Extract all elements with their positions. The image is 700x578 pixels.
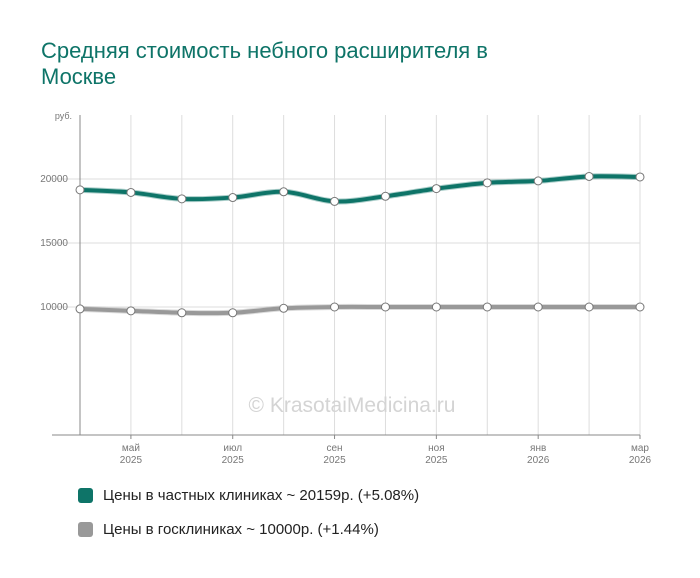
data-point-series0-4: [279, 187, 289, 197]
y-axis-unit-label: руб.: [55, 111, 72, 121]
data-point-series1-4: [279, 303, 289, 313]
x-tick-label-month: июл: [223, 443, 242, 454]
x-tick-label-month: ноя: [428, 443, 445, 454]
data-point-series1-3: [228, 308, 238, 318]
data-point-series0-5: [330, 196, 340, 206]
data-point-series1-0: [75, 304, 85, 314]
watermark: © KrasotaiMedicina.ru: [249, 394, 456, 417]
legend-item-private[interactable]: Цены в частных клиниках ~ 20159р. (+5.08…: [78, 485, 419, 505]
x-tick-label-year: 2025: [222, 455, 245, 466]
legend-item-public[interactable]: Цены в госклиниках ~ 10000р. (+1.44%): [78, 519, 419, 539]
x-tick-label-month: янв: [530, 443, 546, 454]
x-tick-label-year: 2026: [527, 455, 550, 466]
chart-title: Средняя стоимость небного расширителя в …: [41, 38, 488, 89]
data-point-series0-6: [380, 191, 390, 201]
data-point-series1-1: [126, 306, 136, 316]
data-point-series0-3: [228, 193, 238, 203]
y-tick-label: 20000: [40, 174, 68, 185]
x-tick-label-month: мар: [631, 443, 649, 454]
x-tick-label-year: 2025: [323, 455, 346, 466]
data-point-series0-10: [584, 171, 594, 181]
data-point-series1-10: [584, 302, 594, 312]
data-point-series1-6: [380, 302, 390, 312]
y-tick-label: 10000: [40, 302, 68, 313]
x-tick-label-year: 2025: [425, 455, 448, 466]
data-point-series1-5: [330, 302, 340, 312]
data-point-series0-8: [482, 178, 492, 188]
x-tick-label-year: 2025: [120, 455, 143, 466]
data-point-series1-8: [482, 302, 492, 312]
x-tick-label-month: май: [122, 443, 140, 454]
x-tick-label-month: сен: [326, 443, 342, 454]
data-point-series1-11: [635, 302, 645, 312]
legend-label-private: Цены в частных клиниках ~ 20159р. (+5.08…: [103, 486, 420, 504]
chart-legend: Цены в частных клиниках ~ 20159р. (+5.08…: [78, 485, 419, 553]
x-tick-label-year: 2026: [629, 455, 652, 466]
data-point-series0-0: [75, 185, 85, 195]
data-point-series0-9: [533, 176, 543, 186]
data-point-series0-1: [126, 187, 136, 197]
data-point-series1-7: [431, 302, 441, 312]
data-point-series1-2: [177, 308, 187, 318]
data-point-series0-11: [635, 172, 645, 182]
y-tick-label: 15000: [40, 238, 68, 249]
legend-swatch-private: [78, 487, 93, 503]
data-point-series0-2: [177, 194, 187, 204]
data-point-series1-9: [533, 302, 543, 312]
legend-swatch-public: [78, 521, 93, 537]
legend-label-public: Цены в госклиниках ~ 10000р. (+1.44%): [103, 520, 379, 538]
data-point-series0-7: [431, 184, 441, 194]
